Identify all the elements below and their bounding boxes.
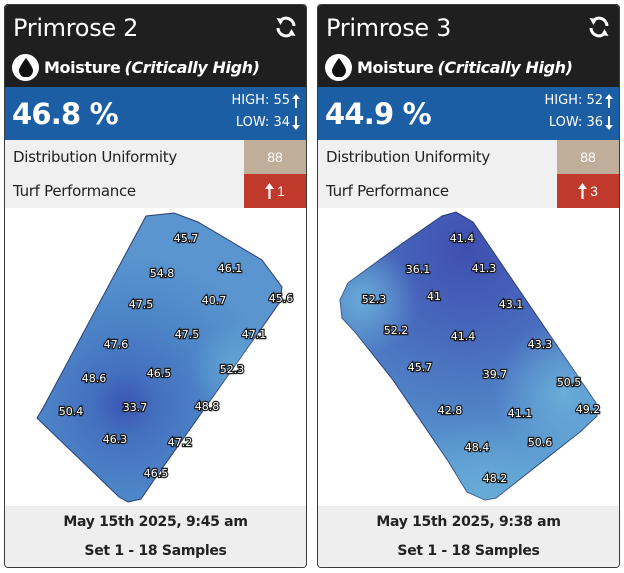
arrow-up-icon	[265, 183, 275, 199]
sample-reading: 40.7	[202, 294, 227, 307]
sample-reading: 54.8	[150, 267, 175, 280]
sample-reading: 36.1	[406, 263, 431, 276]
high-label: HIGH: 55	[231, 93, 290, 108]
sample-labels: 41.4 36.1 41.3 52.3 41 43.1 52.2 41.4 43.3 45.7 39…	[361, 231, 602, 486]
sample-reading: 48.8	[195, 400, 220, 413]
sample-reading: 39.7	[483, 368, 508, 381]
du-badge: 88	[557, 140, 619, 174]
sample-reading: 46.3	[103, 433, 128, 446]
turf-badge: 3	[557, 174, 619, 208]
sample-reading: 52.2	[384, 324, 409, 337]
sample-reading: 47.2	[168, 436, 193, 449]
sample-reading: 41.4	[450, 232, 475, 245]
moisture-heatmap[interactable]: 45.7 54.8 46.1 47.5 40.7 45.6 47.5 47.1 47.6 46.5…	[5, 208, 306, 506]
sample-reading: 46.5	[147, 367, 172, 380]
sample-reading: 47.1	[242, 328, 267, 341]
sample-reading: 43.1	[499, 298, 524, 311]
sample-set: Set 1 - 18 Samples	[397, 543, 540, 559]
low-value: LOW: 36	[549, 115, 613, 130]
du-row: Distribution Uniformity 88	[318, 140, 619, 174]
arrow-up-icon	[605, 93, 613, 108]
sample-reading: 52.3	[362, 293, 387, 306]
high-value: HIGH: 52	[544, 93, 613, 108]
water-drop-icon	[12, 53, 39, 81]
sample-set: Set 1 - 18 Samples	[84, 543, 227, 559]
sample-reading: 41	[427, 290, 441, 303]
sample-reading: 48.6	[82, 372, 107, 385]
metric-name: Moisture	[357, 57, 434, 77]
metric-status: (Critically High)	[124, 57, 260, 77]
sample-reading: 45.7	[408, 361, 433, 374]
low-label: LOW: 34	[235, 115, 290, 130]
sample-reading: 42.8	[438, 404, 463, 417]
sample-reading: 49.2	[576, 403, 601, 416]
average-value: 44.9 %	[325, 97, 432, 131]
sample-reading: 43.3	[528, 338, 553, 351]
arrow-down-icon	[605, 115, 613, 130]
arrow-up-icon	[578, 183, 588, 199]
value-bar: 46.8 % HIGH: 55 LOW: 34	[5, 87, 306, 140]
card-header: Primrose 3 Moisture (Critically High)	[318, 5, 619, 87]
sensor-card-primrose-3[interactable]: Primrose 3 Moisture (Critically High) 44…	[317, 4, 620, 568]
refresh-icon[interactable]	[587, 15, 611, 39]
water-drop-icon	[325, 53, 352, 81]
sample-reading: 50.4	[59, 405, 84, 418]
sample-reading: 46.1	[218, 262, 243, 275]
sample-reading: 47.5	[129, 298, 154, 311]
du-row: Distribution Uniformity 88	[5, 140, 306, 174]
metric-name: Moisture	[44, 57, 121, 77]
sample-reading: 41.4	[451, 330, 476, 343]
sample-reading: 33.7	[123, 401, 148, 414]
card-footer: May 15th 2025, 9:38 am Set 1 - 18 Sample…	[318, 506, 619, 567]
du-label: Distribution Uniformity	[13, 148, 177, 166]
sample-reading: 50.5	[557, 376, 582, 389]
du-value: 88	[267, 149, 283, 165]
sample-reading: 41.3	[472, 262, 497, 275]
metric-status: (Critically High)	[437, 57, 573, 77]
arrow-down-icon	[292, 115, 300, 130]
moisture-heatmap[interactable]: 41.4 36.1 41.3 52.3 41 43.1 52.2 41.4 43.3 45.7 39…	[318, 208, 619, 506]
average-value: 46.8 %	[12, 97, 119, 131]
metric-row: Moisture (Critically High)	[12, 53, 260, 81]
sample-labels: 45.7 54.8 46.1 47.5 40.7 45.6 47.5 47.1 47.6 46.5…	[58, 231, 295, 481]
refresh-icon[interactable]	[274, 15, 298, 39]
turf-label: Turf Performance	[326, 182, 449, 200]
sample-reading: 45.6	[269, 292, 294, 305]
metric-row: Moisture (Critically High)	[325, 53, 573, 81]
turf-row: Turf Performance 3	[318, 174, 619, 208]
sample-reading: 50.6	[528, 436, 553, 449]
sample-reading: 47.5	[175, 328, 200, 341]
turf-badge: 1	[244, 174, 306, 208]
low-value: LOW: 34	[236, 115, 300, 130]
high-label: HIGH: 52	[544, 93, 603, 108]
sample-reading: 48.2	[483, 472, 508, 485]
sample-reading: 52.3	[220, 363, 245, 376]
sample-reading: 47.6	[104, 338, 129, 351]
arrow-up-icon	[292, 93, 300, 108]
sample-date: May 15th 2025, 9:45 am	[63, 514, 248, 530]
heatmap-svg: 45.7 54.8 46.1 47.5 40.7 45.6 47.5 47.1 47.6 46.5…	[36, 212, 295, 503]
card-title: Primrose 2	[13, 14, 139, 42]
du-value: 88	[580, 149, 596, 165]
high-value: HIGH: 55	[231, 93, 300, 108]
sample-reading: 46.5	[144, 467, 169, 480]
heatmap-svg: 41.4 36.1 41.3 52.3 41 43.1 52.2 41.4 43.3 45.7 39…	[339, 211, 602, 501]
card-title: Primrose 3	[326, 14, 452, 42]
sample-reading: 45.7	[174, 232, 199, 245]
value-bar: 44.9 % HIGH: 52 LOW: 36	[318, 87, 619, 140]
turf-value: 1	[277, 183, 285, 199]
sample-reading: 41.1	[508, 407, 533, 420]
turf-row: Turf Performance 1	[5, 174, 306, 208]
sensor-card-primrose-2[interactable]: Primrose 2 Moisture (Critically High) 46…	[4, 4, 307, 568]
sample-date: May 15th 2025, 9:38 am	[376, 514, 561, 530]
turf-label: Turf Performance	[13, 182, 136, 200]
du-badge: 88	[244, 140, 306, 174]
sample-reading: 48.4	[465, 441, 490, 454]
card-footer: May 15th 2025, 9:45 am Set 1 - 18 Sample…	[5, 506, 306, 567]
turf-value: 3	[590, 183, 598, 199]
low-label: LOW: 36	[548, 115, 603, 130]
du-label: Distribution Uniformity	[326, 148, 490, 166]
card-header: Primrose 2 Moisture (Critically High)	[5, 5, 306, 87]
